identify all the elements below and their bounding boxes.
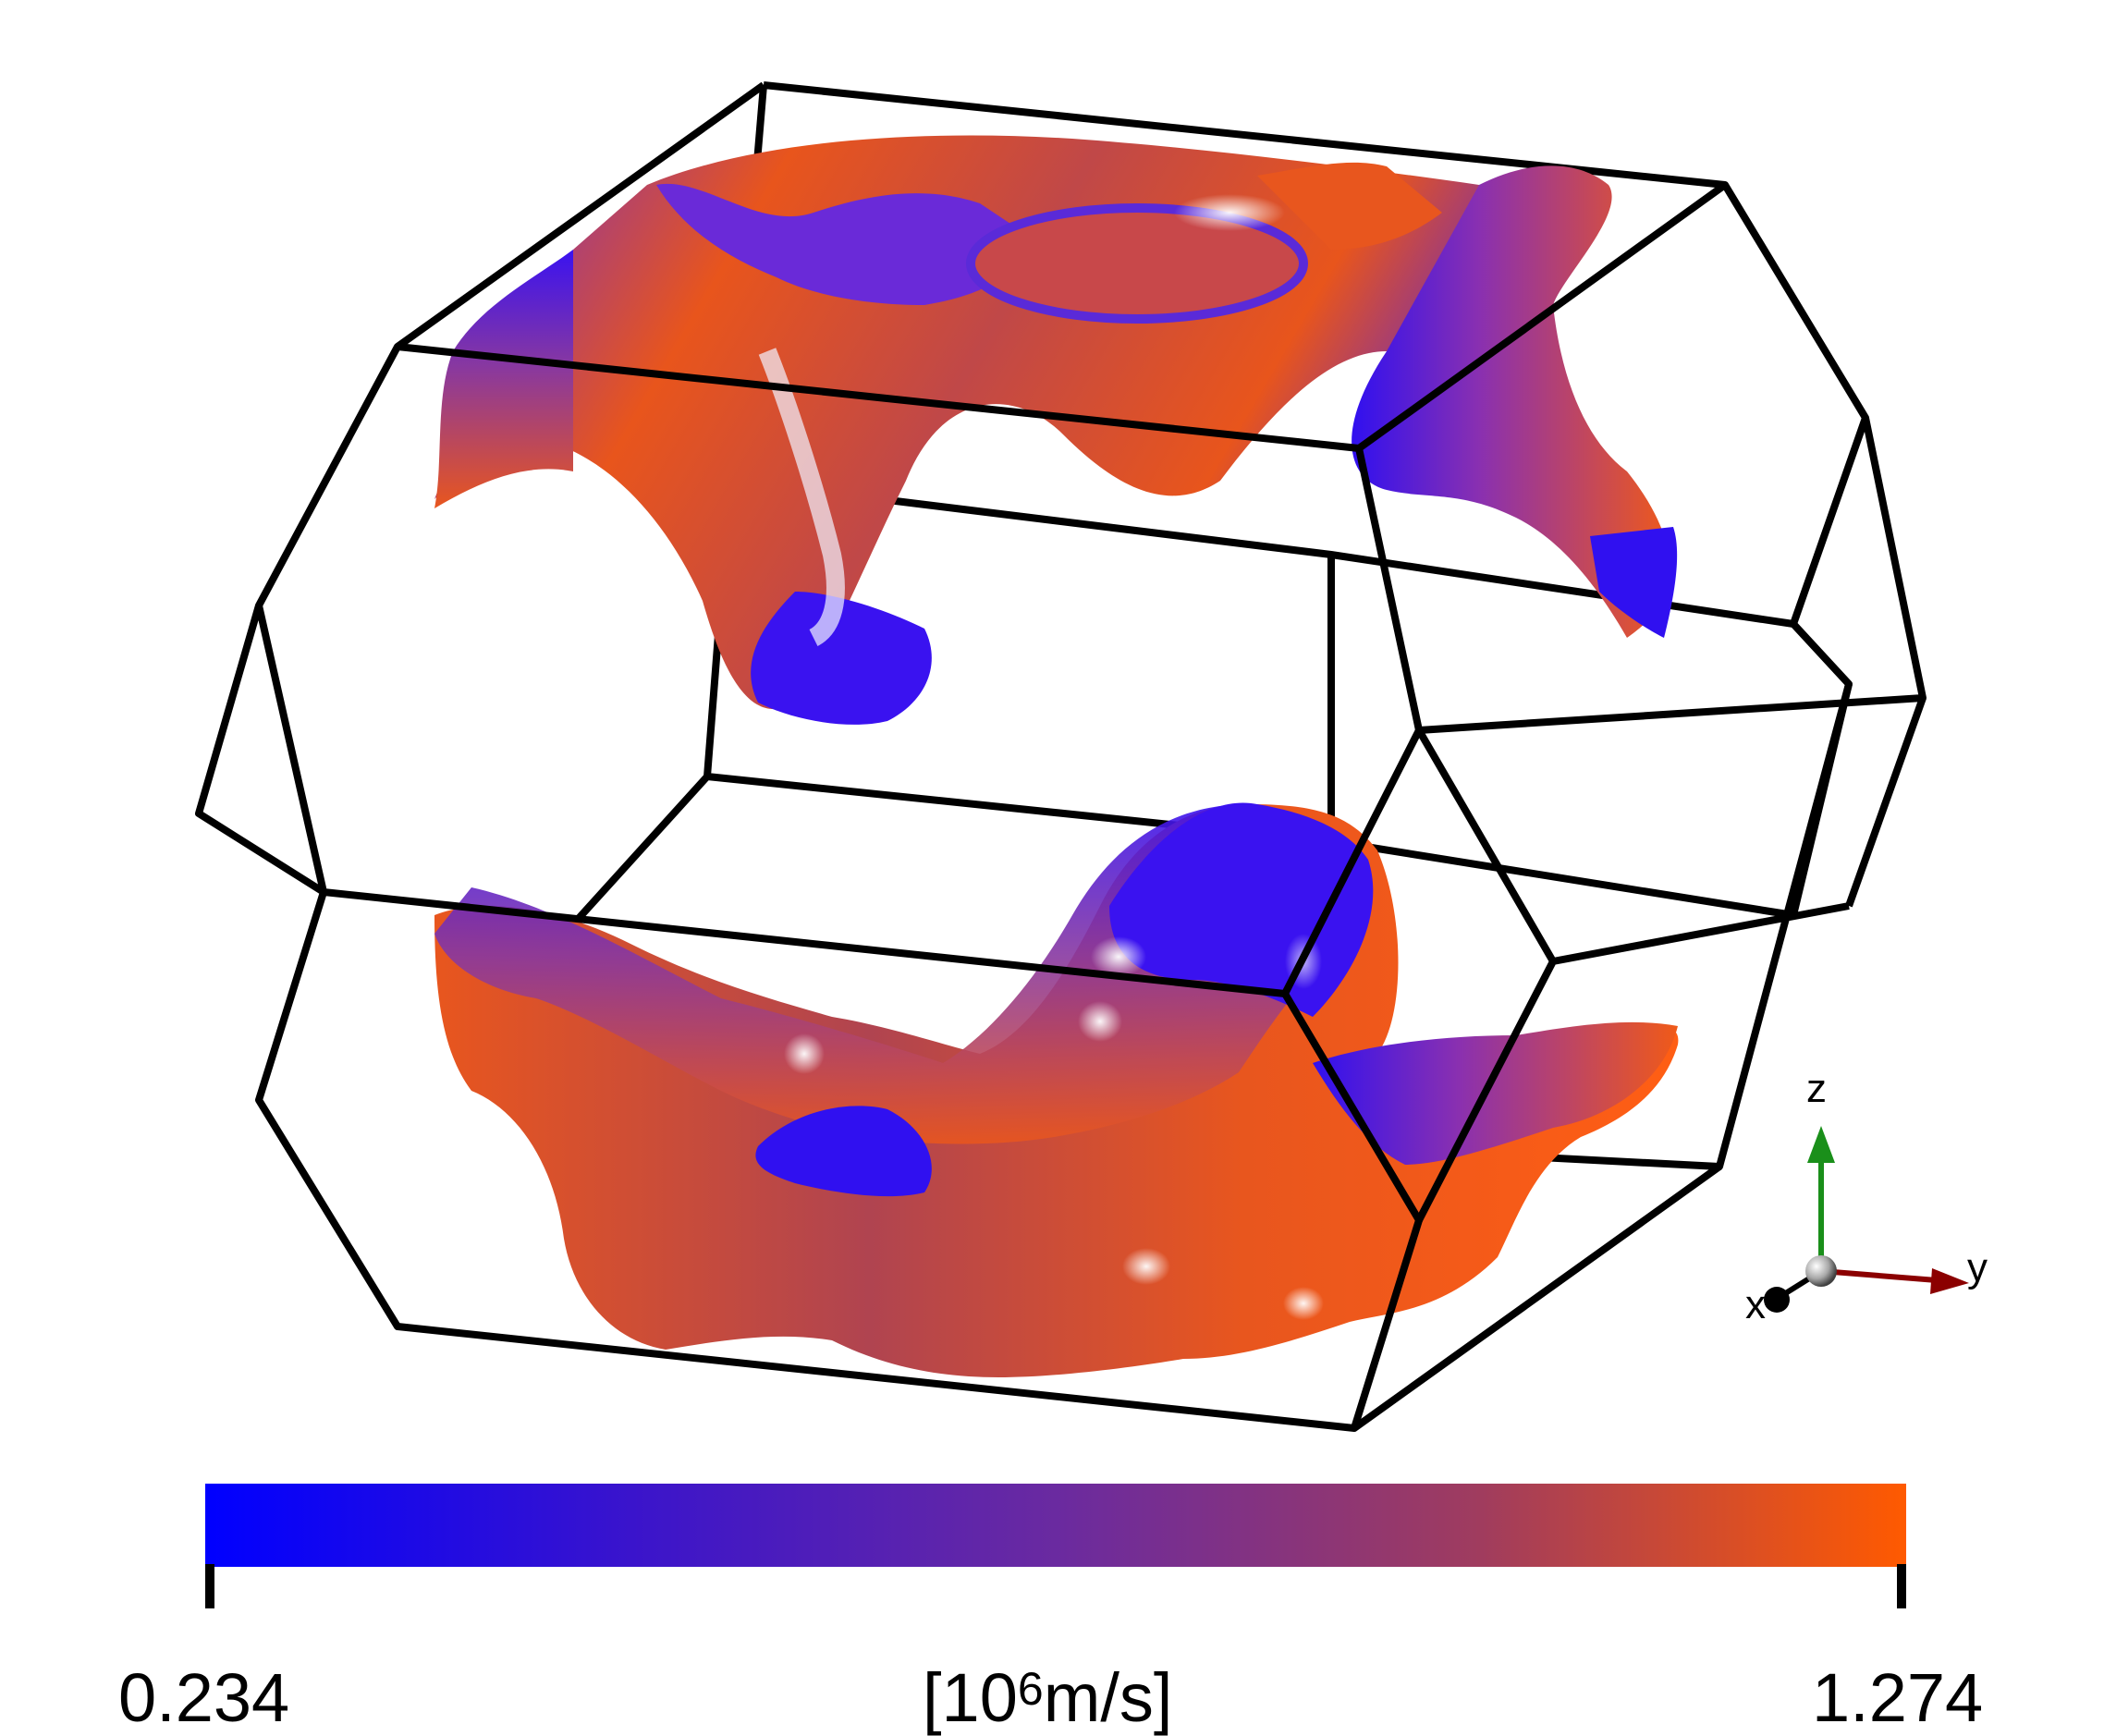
colorbar-max-tick [1897, 1564, 1906, 1608]
y-axis-label: y [1967, 1245, 1988, 1290]
colorbar-min-label: 0.234 [118, 1659, 290, 1736]
axes-indicator [1764, 1126, 1969, 1313]
colorbar-unit-exponent: 6 [1017, 1663, 1044, 1715]
lower-fermi-surface [434, 802, 1679, 1377]
y-axis-arrow-icon [1930, 1268, 1969, 1294]
brillouin-zone-front-edges [195, 81, 1927, 1432]
colorbar-unit-prefix: [10 [923, 1659, 1018, 1736]
colorbar [205, 1484, 1906, 1608]
axes-origin-sphere [1805, 1255, 1837, 1287]
x-axis-label: x [1745, 1282, 1766, 1327]
z-axis-arrow-icon [1807, 1126, 1835, 1163]
colorbar-unit-suffix: m/s] [1043, 1659, 1173, 1736]
colorbar-gradient [205, 1484, 1906, 1567]
colorbar-min-tick [205, 1564, 214, 1608]
x-axis-arrow-icon [1764, 1287, 1790, 1313]
upper-fermi-surface [434, 135, 1678, 725]
z-axis-label: z [1806, 1066, 1827, 1111]
colorbar-unit-label: [106m/s] [923, 1664, 1172, 1732]
colorbar-max-label: 1.274 [1812, 1659, 1984, 1736]
